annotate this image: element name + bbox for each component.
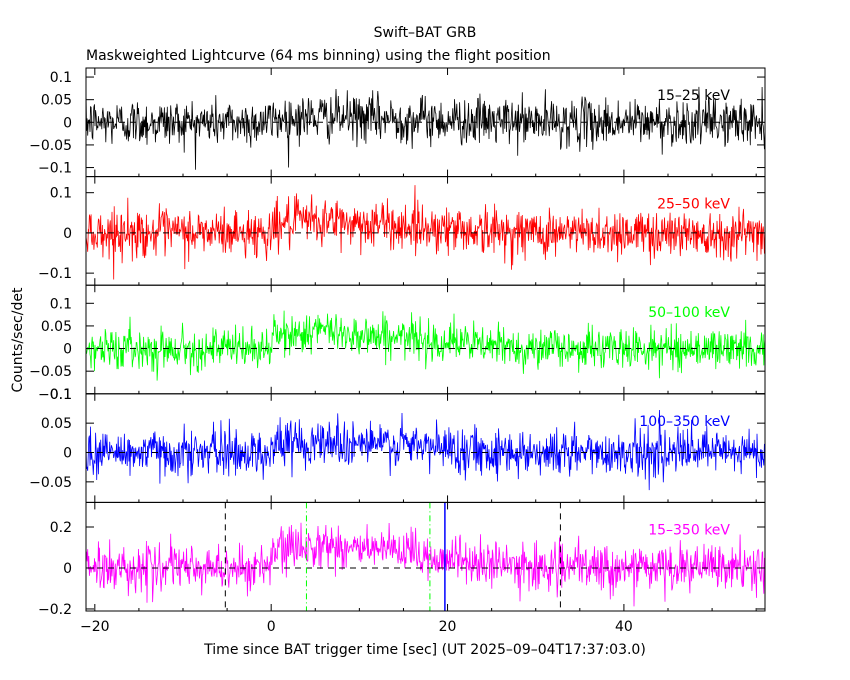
panel-5: −0.2 0 0.2 15–350 keV	[38, 501, 766, 618]
x-axis-label: Time since BAT trigger time [sec] (UT 20…	[203, 642, 646, 658]
band-label-5: 15–350 keV	[648, 522, 730, 538]
y-tick-label: −0.1	[38, 387, 72, 403]
x-tick-label: −20	[80, 619, 110, 635]
band-label-3: 50–100 keV	[648, 305, 730, 321]
panel-4: −0.05 0 0.05 0.1 100–350 keV	[29, 387, 766, 503]
y-tick-label: 0	[63, 115, 72, 131]
band-label-1: 15–25 keV	[657, 88, 730, 104]
y-tick-label: 0.05	[41, 93, 72, 109]
y-tick-label: 0.1	[50, 296, 72, 312]
y-tick-label: −0.05	[29, 475, 72, 491]
x-tick-label: 20	[439, 619, 457, 635]
chart-subtitle: Maskweighted Lightcurve (64 ms binning) …	[86, 48, 551, 64]
y-tick-label: 0.1	[50, 186, 72, 202]
panel-2: −0.1 0 0.1 25–50 keV	[38, 176, 766, 286]
y-tick-label: 0.05	[41, 416, 72, 432]
y-tick-label: 0.2	[50, 520, 72, 536]
y-tick-label: 0	[63, 446, 72, 462]
y-tick-label: 0	[63, 342, 72, 358]
band-label-2: 25–50 keV	[657, 197, 730, 213]
y-tick-label: 0	[63, 226, 72, 242]
y-tick-label: 0.1	[50, 70, 72, 86]
series-line-3	[86, 310, 765, 381]
series-line-2	[86, 185, 765, 280]
chart-title: Swift–BAT GRB	[374, 25, 477, 41]
y-tick-label: −0.05	[29, 138, 72, 154]
y-tick-label: −0.1	[38, 161, 72, 177]
series-line-4	[86, 409, 765, 491]
panels-group: −0.1 −0.05 0 0.05 0.1 15–25 keV −0.1 0 0.1 25–50 …	[29, 67, 766, 635]
band-label-4: 100–350 keV	[639, 414, 730, 430]
panel-1: −0.1 −0.05 0 0.05 0.1 15–25 keV	[29, 67, 766, 178]
y-tick-label: 0	[63, 561, 72, 577]
y-tick-label: 0.1	[50, 387, 72, 403]
panel-3: −0.1 −0.05 0 0.05 0.1 50–100 keV	[29, 284, 766, 403]
panel-frame-5	[85, 501, 766, 612]
y-axis-label: Counts/sec/det	[10, 287, 26, 392]
x-tick-label: 40	[615, 619, 633, 635]
x-tick-label: 0	[267, 619, 276, 635]
y-tick-label: −0.05	[29, 364, 72, 380]
y-tick-label: 0.05	[41, 319, 72, 335]
series-line-5	[86, 522, 765, 607]
y-tick-label: −0.2	[38, 602, 72, 618]
y-tick-label: −0.1	[38, 266, 72, 282]
